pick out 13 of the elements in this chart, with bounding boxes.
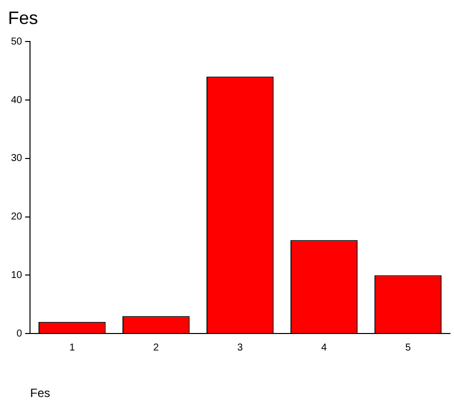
x-tick-label: 5 xyxy=(405,342,412,354)
y-tick-label: 50 xyxy=(11,36,23,48)
x-tick-label: 2 xyxy=(153,342,160,354)
x-tick-label: 3 xyxy=(237,342,244,354)
x-tick-label: 4 xyxy=(321,342,328,354)
y-tick-label: 10 xyxy=(11,270,23,281)
y-tick-label: 0 xyxy=(16,328,23,340)
x-axis-title: Fes xyxy=(30,386,50,400)
y-tick-label: 20 xyxy=(11,212,23,223)
y-tick-label: 40 xyxy=(11,94,23,106)
y-tick-label: 30 xyxy=(11,153,23,164)
chart-title: Fes xyxy=(8,8,38,28)
x-tick-label: 1 xyxy=(69,342,76,354)
